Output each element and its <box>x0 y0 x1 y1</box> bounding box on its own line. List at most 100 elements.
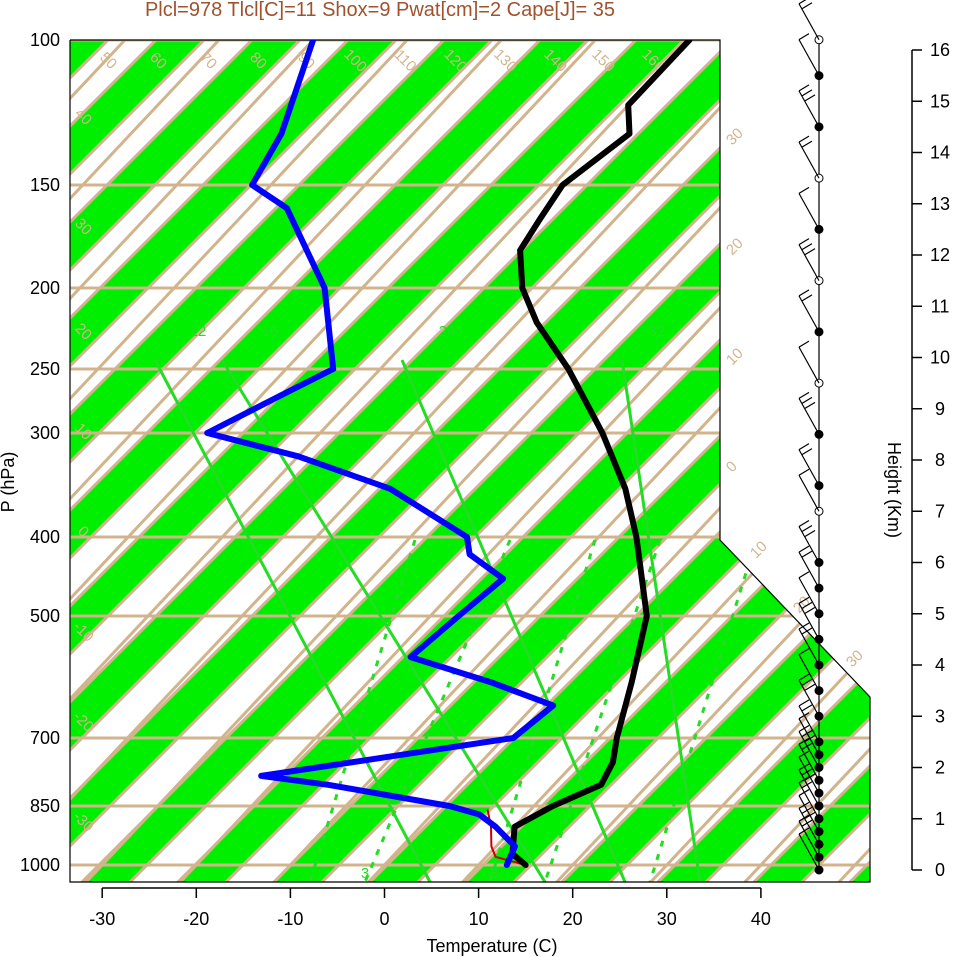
wind-barb-staff <box>798 577 820 615</box>
adiabat-line <box>70 40 490 882</box>
isotherm-right-label: 30 <box>723 125 747 149</box>
height-tick-label: 15 <box>930 91 950 111</box>
adiabat-line <box>154 40 870 882</box>
wind-barb-staff <box>798 769 820 807</box>
wind-barb-staff <box>798 3 820 41</box>
mixing-ratio-dashed-line <box>648 559 752 882</box>
pressure-axis: 1000 850 700 500 400 300 250 200 150 100 <box>20 30 60 875</box>
green-band <box>70 40 870 882</box>
height-tick-label: 12 <box>930 245 950 265</box>
height-tick-label: 4 <box>935 655 945 675</box>
isotherm-line <box>555 40 870 882</box>
chart-title: Plcl=978 Tlcl[C]=11 Shox=9 Pwat[cm]=2 Ca… <box>145 0 615 21</box>
wind-barb-feather <box>801 396 813 404</box>
temperature-tick-label: -30 <box>89 909 115 929</box>
green-band <box>70 40 824 882</box>
height-tick-label: 16 <box>930 40 950 60</box>
pressure-tick-label: 250 <box>30 359 60 379</box>
isotherm-right-label: 20 <box>790 593 814 617</box>
mixing-ratio-lines <box>153 359 752 882</box>
isotherm-line <box>70 40 691 882</box>
wind-barb-feather <box>798 648 810 656</box>
pressure-tick-label: 300 <box>30 423 60 443</box>
adiabat-line <box>70 40 778 882</box>
wind-barb-feather <box>798 622 810 630</box>
isotherm-right-label: 10 <box>723 345 747 369</box>
wind-barb-feather <box>801 294 813 302</box>
wind-barb-staff <box>798 551 820 589</box>
temperature-tick-label: 20 <box>563 909 583 929</box>
isotherm-line <box>649 40 870 882</box>
green-band <box>540 40 870 882</box>
adiabat-line <box>70 40 538 882</box>
wind-barb-staff <box>798 398 820 435</box>
wind-barb-feather <box>798 289 810 297</box>
wind-barb-staff <box>798 782 820 820</box>
wind-barb-feather <box>798 519 810 528</box>
wind-barb-feather <box>798 596 810 604</box>
sounding-profiles <box>204 40 693 868</box>
temperature-tick-label: -20 <box>183 909 209 929</box>
wind-barb-feather <box>804 401 816 409</box>
wind-barbs <box>798 0 824 875</box>
mixing-ratio-dashed-line <box>308 539 417 882</box>
wind-barb-staff <box>798 731 820 768</box>
wind-barb-feather <box>798 391 810 399</box>
wind-barb-feather <box>798 135 810 143</box>
adiabat-line <box>70 40 298 882</box>
wind-barb-staff <box>798 141 820 179</box>
adiabat-line <box>70 40 394 882</box>
wind-barb-staff <box>798 756 820 794</box>
wind-barb-feather <box>804 94 816 102</box>
mixing-ratio-label: 24 <box>439 323 456 340</box>
mixing-ratio-dashed-line <box>488 539 597 882</box>
pressure-tick-label: 850 <box>30 796 60 816</box>
adiabat-line <box>70 40 870 882</box>
isotherm-line <box>70 40 597 882</box>
height-tick-label: 5 <box>935 604 945 624</box>
wind-barb-staff <box>798 628 820 666</box>
wind-barb-feather <box>798 673 810 681</box>
green-band <box>348 40 870 882</box>
plot-boundary <box>69 39 871 883</box>
wind-barb-feather <box>801 601 813 609</box>
wind-barb-staff <box>798 526 820 563</box>
isotherm-line <box>70 40 409 882</box>
wind-barb-feather <box>801 140 813 148</box>
green-band <box>444 40 870 882</box>
temperature-tick-label: -10 <box>277 909 303 929</box>
wind-barb-feather <box>801 89 813 97</box>
mixing-ratio-label: 12 <box>190 323 207 340</box>
pressure-tick-label: 500 <box>30 606 60 626</box>
wind-barb-feather <box>804 529 816 538</box>
wind-barb-staff <box>798 474 820 512</box>
adiabat-line <box>586 40 870 882</box>
isotherm-label: 50 <box>96 49 120 73</box>
isotherm-line <box>70 40 315 882</box>
wind-barb-staff <box>798 718 820 755</box>
pressure-tick-label: 400 <box>30 527 60 547</box>
wind-barb-feather <box>801 678 813 686</box>
wind-barb-staff <box>798 679 820 717</box>
wind-barb-feather <box>801 448 813 456</box>
height-tick-label: 6 <box>935 553 945 573</box>
wind-barb-feather <box>798 238 810 246</box>
green-band <box>70 40 536 882</box>
wind-barb-feather <box>804 683 816 691</box>
adiabat-line <box>70 40 870 882</box>
height-tick-label: 0 <box>935 860 945 880</box>
pressure-tick-label: 700 <box>30 728 60 748</box>
wind-barb-staff <box>798 39 820 76</box>
isotherm-right-label: 10 <box>747 538 771 562</box>
adiabat-line <box>70 40 346 882</box>
height-tick-label: 14 <box>930 143 950 163</box>
height-tick-label: 1 <box>935 809 945 829</box>
mixing-ratio-line <box>620 359 702 882</box>
wind-barb-feather <box>798 545 810 553</box>
wind-barb-staff <box>798 654 820 691</box>
mixing-ratio-label: 32 <box>649 323 666 340</box>
mixing-ratio-label: 16 <box>262 323 279 340</box>
height-tick-label: 11 <box>931 296 950 316</box>
isotherm-line <box>743 40 870 882</box>
